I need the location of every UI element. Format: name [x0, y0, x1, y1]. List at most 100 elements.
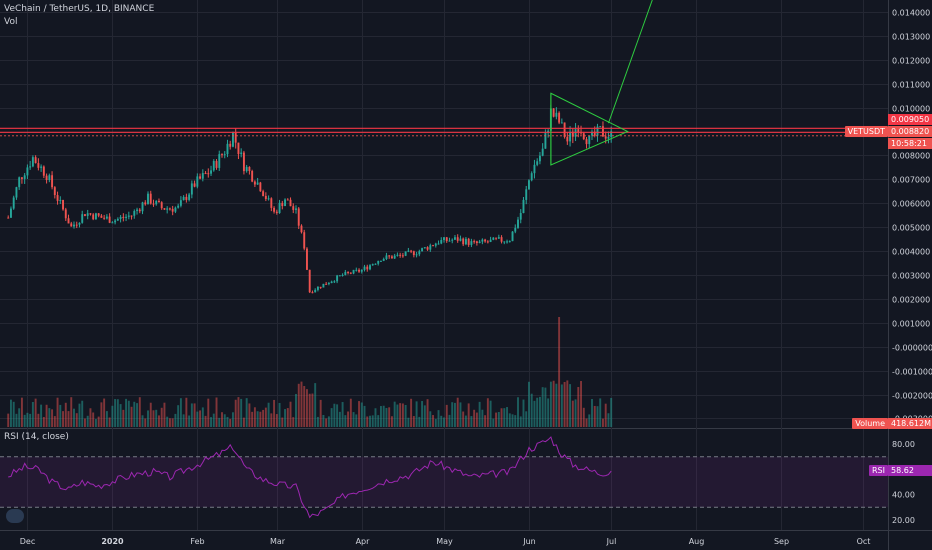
volume-bar	[207, 398, 210, 427]
volume-bar	[23, 414, 26, 427]
volume-bar	[549, 381, 552, 427]
candle-body	[517, 219, 519, 228]
volume-bar	[574, 399, 577, 427]
volume-bar	[582, 407, 585, 427]
volume-bar	[136, 403, 138, 427]
candle-body	[492, 237, 495, 240]
volume-bar	[347, 411, 350, 427]
volume-bar	[569, 384, 572, 427]
candle-body	[240, 152, 243, 155]
axes: 0.014000 0.013000 0.012000 0.011000 0.010000…	[20, 9, 932, 547]
volume-bar	[489, 400, 492, 427]
volume-bar	[314, 383, 317, 427]
candle-body	[363, 266, 366, 270]
candle-body	[147, 193, 149, 205]
candle-body	[306, 248, 308, 270]
rsi-tick-label: 40.00	[892, 491, 915, 500]
candle-body	[166, 208, 169, 210]
tradingview-logo-icon[interactable]	[6, 509, 24, 523]
volume-bar	[281, 417, 284, 427]
volume-bar	[596, 406, 599, 427]
candle-body	[229, 143, 232, 147]
candle-body	[528, 180, 530, 190]
candle-body	[358, 269, 360, 272]
volume-bar	[199, 410, 202, 427]
candle-body	[182, 196, 185, 201]
candle-body	[544, 133, 547, 149]
volume-bar	[385, 407, 388, 427]
volume-bar	[560, 384, 563, 427]
volume-bar	[237, 397, 240, 427]
candle-body	[42, 166, 45, 176]
candle-body	[574, 129, 577, 137]
volume-bar	[168, 418, 171, 427]
candle-body	[322, 283, 325, 288]
volume-bar	[519, 416, 522, 427]
volume-bar	[234, 399, 237, 427]
volume-bar	[59, 404, 62, 427]
price-tick-label: 0.007000	[892, 176, 930, 185]
volume-bar	[604, 403, 607, 427]
volume-bar	[67, 411, 70, 427]
candle-body	[437, 243, 440, 245]
volume-legend: Vol	[4, 17, 18, 27]
candle-body	[273, 207, 276, 212]
candle-body	[185, 196, 188, 200]
candle-body	[470, 241, 473, 245]
volume-bar	[155, 409, 158, 427]
candle-body	[20, 177, 23, 179]
volume-bar	[210, 417, 212, 427]
candle-body	[585, 139, 588, 145]
volume-bar	[53, 416, 56, 427]
volume-bar	[338, 411, 341, 427]
candle-body	[360, 269, 363, 272]
candle-body	[215, 161, 218, 168]
candle-body	[10, 208, 12, 218]
volume-bar	[396, 404, 399, 427]
candle-body	[212, 161, 215, 171]
candle-body	[560, 122, 563, 124]
volume-bar	[607, 413, 610, 427]
candle-body	[259, 182, 262, 192]
candle-body	[484, 239, 487, 242]
candle-body	[355, 269, 358, 271]
volume-bar	[426, 399, 429, 427]
candle-body	[119, 216, 122, 219]
volume-bar	[29, 413, 32, 427]
volume-bar	[464, 415, 467, 427]
volume-bar	[20, 397, 23, 427]
candle-body	[152, 203, 155, 205]
candle-body	[382, 258, 385, 261]
candle-body	[67, 218, 70, 224]
candle-body	[388, 255, 391, 257]
volume-bar	[492, 418, 495, 427]
rsi-tick-label: 20.00	[892, 516, 915, 525]
resistance-price-tag: 0.009050	[888, 114, 932, 125]
candle-body	[508, 241, 511, 243]
volume-bar	[588, 414, 591, 427]
candle-body	[232, 132, 234, 147]
volume-bar	[212, 413, 215, 427]
volume-bar	[503, 408, 506, 427]
volume-bar	[475, 412, 478, 427]
volume-bar	[369, 415, 371, 427]
candle-body	[401, 255, 404, 257]
rsi-legend: RSI (14, close)	[4, 432, 69, 442]
candle-body	[125, 216, 128, 218]
candle-body	[380, 260, 382, 262]
volume-bar	[522, 399, 525, 427]
volume-bar	[336, 404, 339, 427]
volume-bar	[204, 415, 207, 427]
candle-body	[81, 214, 84, 223]
candle-body	[347, 271, 350, 273]
volume-bar	[571, 400, 574, 427]
volume-bar	[508, 413, 511, 427]
volume-bar	[114, 399, 117, 427]
candle-body	[423, 247, 426, 249]
time-tick-label: Mar	[270, 537, 286, 546]
volume-bar	[580, 381, 582, 427]
candle-body	[94, 213, 97, 220]
candle-body	[591, 131, 593, 136]
volume-bar	[322, 414, 325, 427]
